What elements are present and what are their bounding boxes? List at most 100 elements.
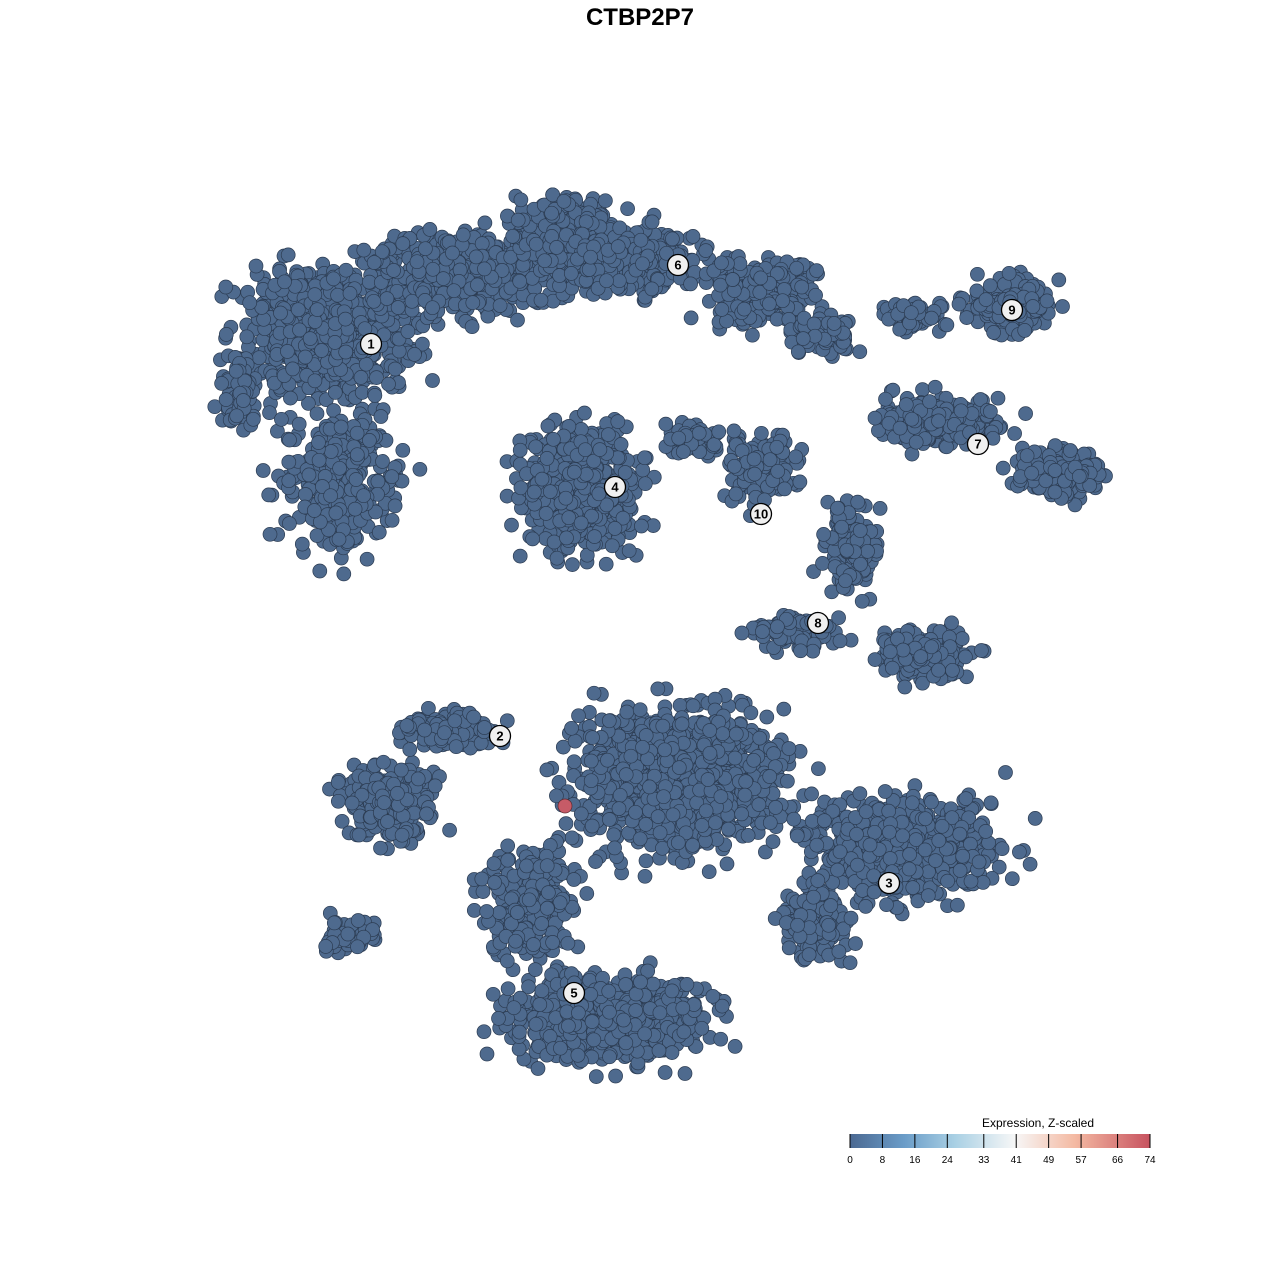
data-point xyxy=(675,444,691,460)
data-point xyxy=(474,236,490,251)
data-point xyxy=(1047,484,1063,500)
data-point xyxy=(939,317,955,333)
data-point xyxy=(366,293,382,309)
data-point xyxy=(348,472,364,487)
data-point xyxy=(753,270,769,286)
data-point xyxy=(280,344,295,359)
data-point xyxy=(336,566,352,582)
data-point xyxy=(281,473,297,489)
data-point xyxy=(470,277,485,293)
data-point xyxy=(637,450,652,466)
data-point xyxy=(549,240,564,255)
data-point xyxy=(839,542,855,558)
data-point xyxy=(762,452,778,468)
data-point xyxy=(375,454,390,469)
data-point xyxy=(726,423,742,439)
data-point xyxy=(477,215,493,231)
data-point xyxy=(898,397,914,412)
data-point xyxy=(728,486,744,502)
data-point xyxy=(376,754,391,770)
data-point xyxy=(255,463,271,478)
data-point xyxy=(394,827,410,843)
data-point xyxy=(867,410,883,426)
data-point xyxy=(297,349,313,365)
data-point xyxy=(671,430,687,446)
data-point xyxy=(853,556,868,572)
data-point xyxy=(344,795,360,811)
data-point xyxy=(235,393,251,408)
data-point xyxy=(425,373,440,388)
data-point xyxy=(342,286,358,301)
data-point xyxy=(931,413,946,429)
data-point xyxy=(604,538,620,554)
data-point xyxy=(534,471,550,487)
data-point xyxy=(282,516,297,531)
data-point xyxy=(387,498,403,514)
data-point xyxy=(407,347,422,362)
data-point xyxy=(1019,448,1035,464)
data-point xyxy=(838,573,853,589)
data-point xyxy=(644,281,660,297)
data-point xyxy=(330,774,346,790)
data-point xyxy=(505,228,521,244)
data-point xyxy=(831,610,846,626)
data-point xyxy=(903,305,919,321)
data-point xyxy=(878,391,893,407)
data-point xyxy=(714,302,730,317)
data-point xyxy=(867,652,883,667)
data-point xyxy=(770,619,785,635)
data-point xyxy=(538,506,554,521)
data-point xyxy=(561,510,577,526)
data-point xyxy=(892,420,908,436)
data-point xyxy=(795,331,811,346)
data-point xyxy=(591,486,607,502)
data-point xyxy=(326,271,341,287)
data-point xyxy=(306,503,322,518)
points-layer xyxy=(207,187,1113,1084)
data-point xyxy=(607,521,623,536)
data-point xyxy=(1018,406,1033,421)
data-point xyxy=(218,327,234,342)
data-point xyxy=(885,660,900,676)
data-point xyxy=(400,324,416,339)
data-point xyxy=(302,331,318,346)
data-point xyxy=(691,425,707,441)
data-point xyxy=(953,403,969,419)
data-point xyxy=(528,439,544,455)
data-point xyxy=(218,392,234,407)
data-point xyxy=(251,350,267,366)
data-point xyxy=(1039,293,1055,309)
data-point xyxy=(915,382,930,397)
data-point xyxy=(262,526,278,542)
data-point xyxy=(790,344,806,360)
data-point xyxy=(330,793,346,809)
data-point xyxy=(533,292,549,308)
data-point xyxy=(390,300,406,315)
data-point xyxy=(558,490,574,506)
data-point xyxy=(422,222,438,237)
data-point xyxy=(274,411,289,427)
data-point xyxy=(218,279,234,295)
data-point xyxy=(951,296,967,312)
data-point xyxy=(281,454,297,470)
data-point xyxy=(465,295,481,311)
data-point xyxy=(578,466,594,482)
data-point xyxy=(387,361,403,377)
data-point xyxy=(706,437,722,452)
data-point xyxy=(1017,323,1033,338)
data-point xyxy=(309,406,325,421)
data-point xyxy=(978,292,994,307)
data-point xyxy=(734,625,750,641)
data-point xyxy=(349,447,365,463)
data-point xyxy=(239,329,255,345)
data-point xyxy=(446,283,462,299)
data-point xyxy=(370,474,386,489)
data-point xyxy=(248,258,264,274)
data-point xyxy=(714,255,729,271)
data-point xyxy=(366,255,382,270)
data-point xyxy=(611,273,627,289)
data-point xyxy=(958,649,973,665)
data-point xyxy=(974,643,989,658)
data-point xyxy=(769,439,785,455)
data-point xyxy=(732,256,748,272)
